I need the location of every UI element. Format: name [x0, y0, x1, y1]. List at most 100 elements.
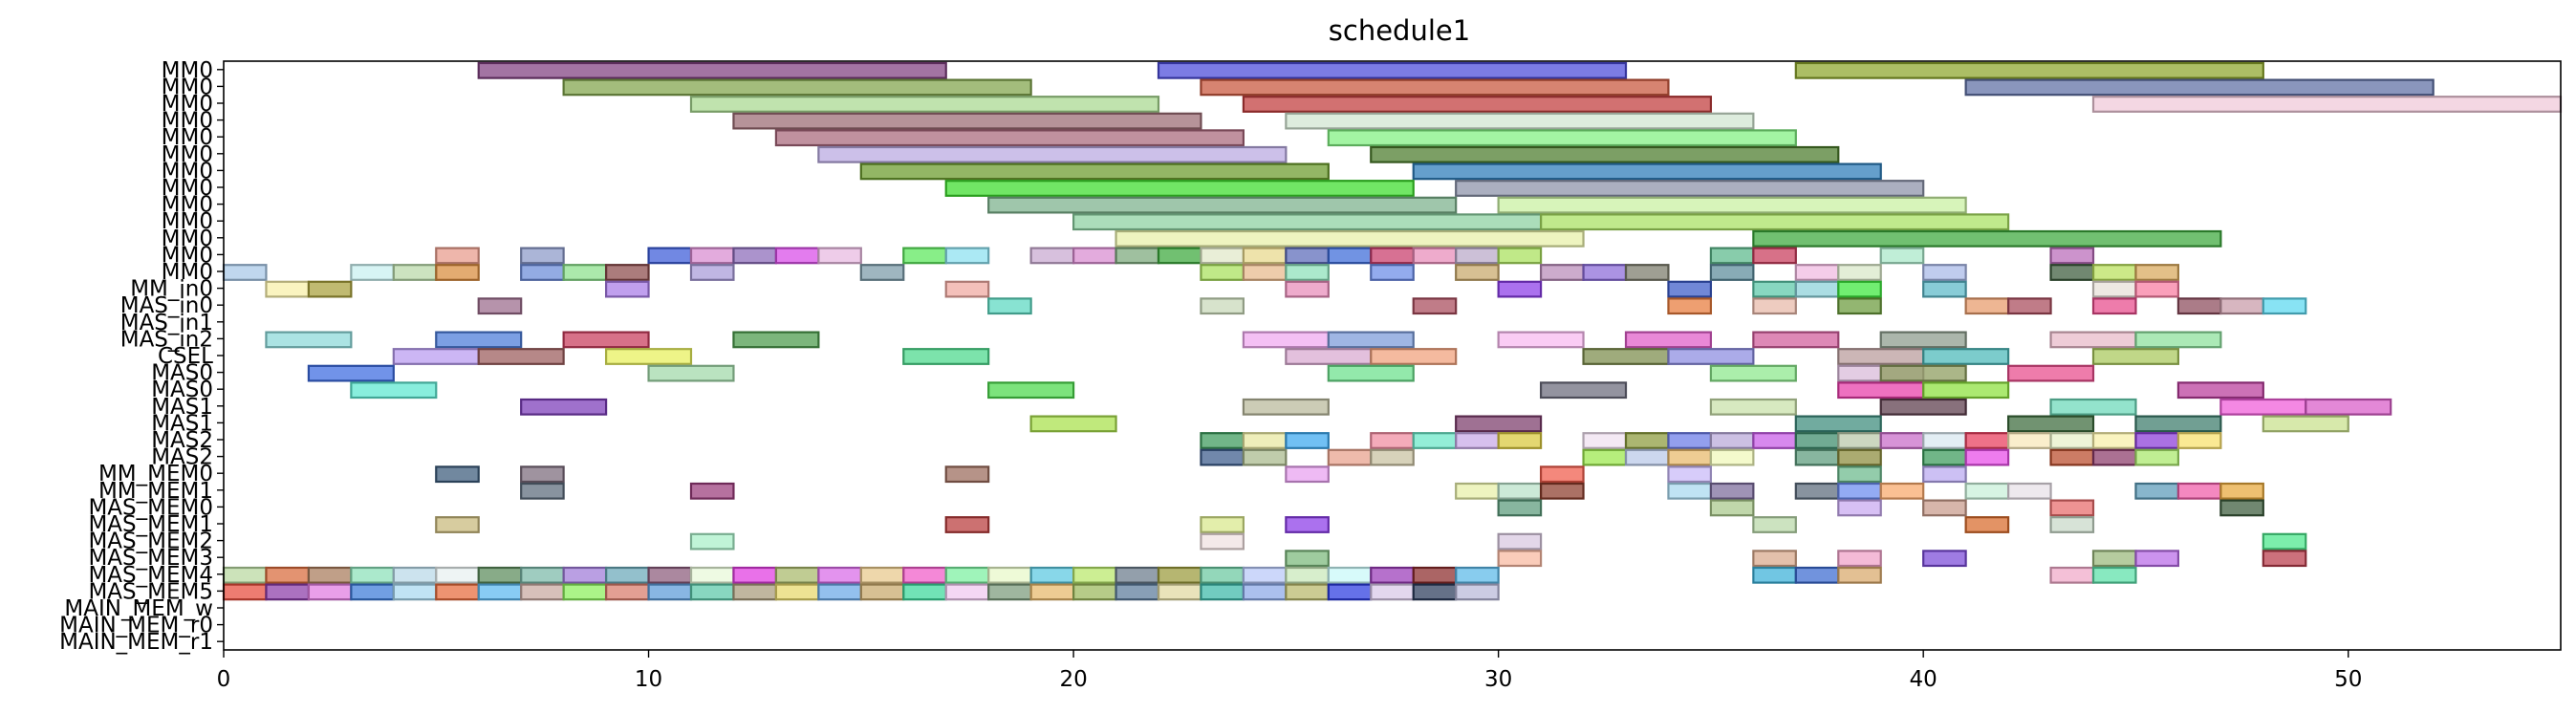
task-bar — [1709, 264, 1755, 281]
task-bar — [1200, 516, 1245, 533]
task-bar — [1115, 247, 1160, 265]
task-bar — [1709, 364, 1797, 382]
task-bar — [859, 264, 905, 281]
y-tick-label: MAS_in0 — [120, 293, 213, 318]
task-bar — [435, 331, 523, 349]
task-bar — [520, 247, 565, 265]
y-tick-label: MM0 — [162, 109, 213, 134]
task-bar — [1327, 448, 1373, 466]
task-bar — [1412, 432, 1458, 449]
task-bar — [732, 566, 778, 584]
task-bar — [265, 331, 353, 349]
task-bar — [1837, 432, 1882, 449]
task-bar — [2091, 348, 2180, 365]
task-bar — [350, 264, 395, 281]
task-bar — [944, 280, 990, 298]
y-tick-label: MM0 — [162, 260, 213, 285]
task-bar — [1200, 583, 1245, 601]
task-bar — [2091, 550, 2137, 568]
task-bar — [1412, 583, 1458, 601]
task-bar — [435, 516, 480, 533]
task-bar — [1837, 348, 1925, 365]
task-bar — [1752, 331, 1840, 349]
y-tick-label: MAS_MEM4 — [88, 563, 213, 588]
task-bar — [1200, 566, 1245, 584]
task-bar — [265, 583, 311, 601]
x-axis-ticks: 0 10 20 30 40 50 — [217, 650, 2362, 692]
task-bar — [1285, 516, 1330, 533]
task-bar — [1667, 448, 1713, 466]
task-bar — [1879, 331, 1967, 349]
task-bar — [1157, 566, 1202, 584]
task-bar — [2262, 415, 2349, 433]
y-tick-label: MAS0 — [151, 378, 213, 402]
task-bar — [1539, 465, 1585, 484]
y-tick-label: MAIN_MEM_w — [64, 596, 213, 621]
y-tick-label: MAS_MEM3 — [88, 546, 213, 571]
y-tick-label: MAS1 — [151, 395, 213, 420]
task-bar — [477, 61, 947, 79]
task-bar — [944, 247, 990, 265]
task-bar — [1029, 566, 1075, 584]
task-bar — [987, 566, 1032, 584]
task-bar — [1837, 280, 1882, 298]
task-bar — [392, 348, 480, 365]
task-bar — [1624, 448, 1670, 466]
task-bar — [1455, 264, 1500, 281]
task-bar — [647, 247, 693, 265]
task-bar — [1964, 482, 2010, 500]
task-bar — [944, 516, 990, 533]
y-tick-label: MM0 — [162, 243, 213, 268]
task-bar — [1667, 432, 1713, 449]
task-bar — [562, 566, 608, 584]
x-tick-label: 10 — [635, 667, 662, 692]
task-bar — [2176, 482, 2222, 500]
task-bar — [2049, 499, 2095, 517]
task-bar — [1200, 247, 1245, 265]
task-bar — [1200, 78, 1670, 97]
task-bar — [604, 280, 650, 298]
y-tick-label: MM0 — [162, 75, 213, 99]
task-bar — [1029, 247, 1075, 265]
task-bar — [859, 162, 1330, 181]
task-bar — [1964, 432, 2010, 449]
task-bar — [1837, 297, 1882, 315]
task-bar — [2006, 415, 2095, 433]
task-bar — [1582, 448, 1628, 466]
y-tick-label: MAIN_MEM_r1 — [59, 630, 213, 655]
task-bar — [2049, 432, 2095, 449]
task-bar — [689, 247, 735, 265]
task-bar — [1072, 247, 1117, 265]
task-bar — [2134, 448, 2180, 466]
task-bar — [477, 566, 523, 584]
task-bar — [1837, 499, 1882, 517]
task-bar — [562, 583, 608, 601]
task-bar — [604, 583, 650, 601]
task-bar — [1709, 247, 1755, 265]
task-bar — [2091, 297, 2137, 315]
task-bar — [2219, 398, 2307, 416]
task-bar — [1242, 432, 1288, 449]
task-bar — [1922, 499, 1967, 517]
x-tick-label: 40 — [1910, 667, 1937, 692]
task-bar — [604, 348, 693, 365]
task-bar — [1837, 465, 1882, 484]
task-bar — [435, 566, 480, 584]
task-bar — [2091, 448, 2137, 466]
task-bar — [1922, 348, 2010, 365]
plot-frame — [223, 60, 2562, 651]
task-bar — [1794, 448, 1840, 466]
task-bar — [2134, 264, 2180, 281]
task-bar — [689, 532, 735, 551]
task-bar — [1285, 247, 1330, 265]
task-bar — [1667, 465, 1713, 484]
task-bar — [307, 364, 395, 382]
task-bar — [1922, 280, 1967, 298]
task-bar — [1667, 482, 1713, 500]
y-tick-label: MM0 — [162, 159, 213, 184]
task-bar — [350, 381, 438, 400]
task-bar — [1879, 432, 1925, 449]
task-bar — [1497, 550, 1543, 568]
task-bar — [1794, 482, 1840, 500]
task-bar — [2134, 482, 2180, 500]
